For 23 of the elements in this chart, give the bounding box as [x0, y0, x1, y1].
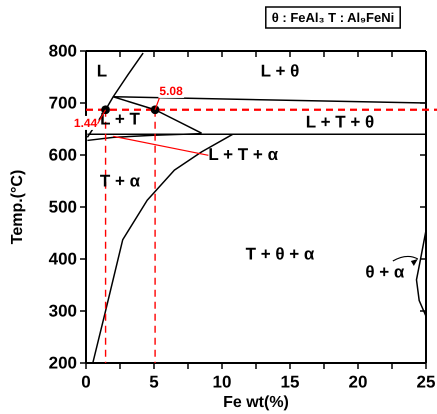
- x-axis-title: Fe wt(%): [223, 394, 289, 411]
- annotation: θ + α: [365, 262, 405, 282]
- text: θ : FeAl₃ T : Al₉FeNi: [272, 10, 394, 25]
- x-tick-label: 0: [81, 372, 91, 392]
- x-tick-label: 15: [280, 372, 300, 392]
- annotation: L + T + θ: [306, 112, 374, 132]
- annotation: L + T + α: [208, 144, 279, 164]
- y-axis-title: Temp.(°C): [9, 170, 26, 244]
- x-tick-label: 20: [348, 372, 368, 392]
- annotation: L: [96, 61, 108, 80]
- y-tick-label: 400: [48, 249, 77, 268]
- x-tick-label: 25: [416, 372, 436, 392]
- y-tick-label: 200: [48, 353, 77, 372]
- annotation: L + θ: [260, 61, 300, 80]
- y-tick-label: 500: [48, 197, 77, 216]
- y-tick-label: 600: [48, 145, 77, 164]
- y-tick-label: 700: [48, 93, 77, 112]
- annotation: T + θ + α: [246, 244, 315, 264]
- y-tick-label: 800: [48, 41, 77, 60]
- x-tick-label: 5: [149, 372, 159, 392]
- annotation: T + α: [100, 171, 141, 190]
- x-tick-label: 10: [212, 372, 232, 392]
- y-tick-label: 300: [48, 301, 77, 320]
